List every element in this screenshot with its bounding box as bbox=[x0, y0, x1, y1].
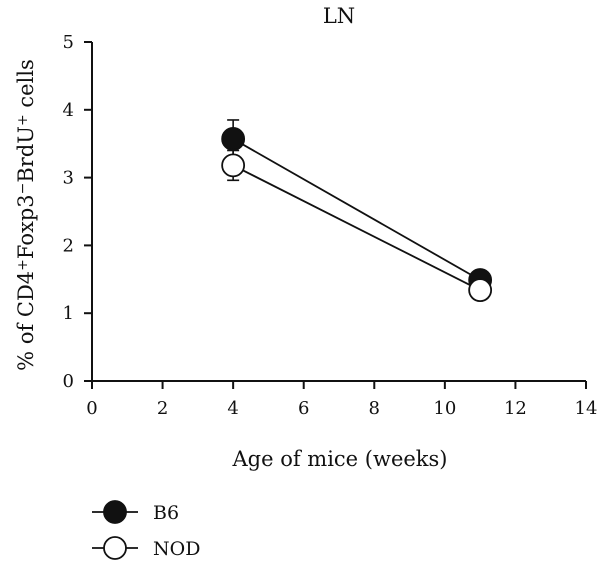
legend: B6 NOD bbox=[92, 500, 200, 560]
legend-marker-b6 bbox=[103, 500, 127, 524]
y-tick-label: 5 bbox=[63, 32, 74, 53]
legend-marker-nod bbox=[103, 536, 127, 560]
y-axis-title-text: Foxp3 bbox=[14, 194, 38, 259]
data-point-nod bbox=[468, 278, 493, 303]
y-axis-title-superscript: + bbox=[15, 259, 31, 271]
y-axis-title-text: cells bbox=[14, 59, 38, 114]
x-tick-label: 4 bbox=[227, 398, 238, 419]
y-axis-title-superscript: + bbox=[15, 114, 31, 126]
y-axis-title-text: BrdU bbox=[14, 126, 38, 183]
chart-title: LN bbox=[323, 4, 355, 28]
legend-label-b6: B6 bbox=[153, 502, 179, 524]
y-tick-label: 2 bbox=[63, 235, 74, 256]
y-axis-title-superscript: − bbox=[15, 183, 31, 195]
legend-item-b6: B6 bbox=[92, 500, 179, 524]
data-point-b6 bbox=[221, 127, 246, 151]
y-tick-label: 0 bbox=[63, 371, 74, 392]
x-tick-label: 8 bbox=[369, 398, 380, 419]
series-line-nod bbox=[232, 164, 481, 291]
y-tick-label: 3 bbox=[63, 168, 74, 189]
x-tick-label: 12 bbox=[504, 398, 527, 419]
x-tick-label: 10 bbox=[433, 398, 456, 419]
y-tick-label: 4 bbox=[63, 100, 74, 121]
legend-item-nod: NOD bbox=[92, 536, 200, 560]
x-tick-label: 6 bbox=[298, 398, 309, 419]
legend-label-nod: NOD bbox=[153, 538, 200, 560]
x-tick-label: 0 bbox=[86, 398, 97, 419]
y-axis-title: % of CD4+Foxp3−BrdU+ cells bbox=[14, 59, 38, 371]
x-tick-label: 2 bbox=[157, 398, 168, 419]
data-point-nod bbox=[221, 153, 246, 178]
series-line-b6 bbox=[232, 138, 481, 281]
series-nod bbox=[227, 149, 487, 295]
x-tick-label: 14 bbox=[575, 398, 598, 419]
x-axis-title: Age of mice (weeks) bbox=[231, 447, 447, 471]
y-axis-title-text: % of CD4 bbox=[14, 271, 38, 371]
y-tick-label: 1 bbox=[63, 303, 74, 324]
series-layer bbox=[221, 119, 493, 303]
series-b6 bbox=[227, 119, 487, 285]
